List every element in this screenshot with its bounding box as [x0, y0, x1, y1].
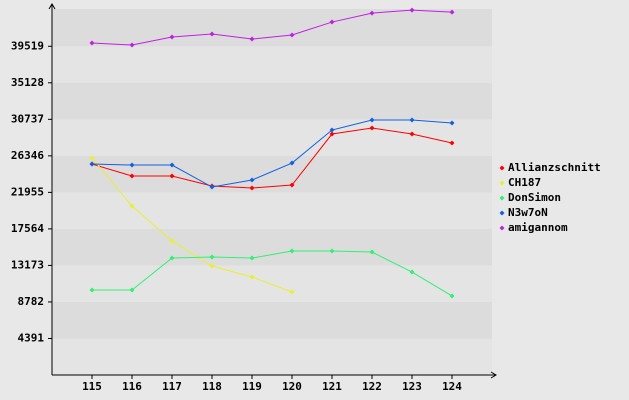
point	[209, 263, 215, 269]
legend-marker	[499, 225, 505, 231]
band	[52, 192, 492, 229]
x-arrow	[490, 371, 497, 379]
y-tick-label: 26346	[11, 149, 44, 162]
y-tick-label: 4391	[18, 331, 45, 344]
point	[409, 7, 415, 13]
x-tick-label: 124	[442, 380, 462, 393]
x-tick-label: 121	[322, 380, 342, 393]
point	[449, 9, 455, 15]
band	[52, 119, 492, 156]
point	[129, 42, 135, 48]
x-tick-label: 122	[362, 380, 382, 393]
x-tick-label: 116	[122, 380, 142, 393]
point	[169, 34, 175, 40]
point	[289, 289, 295, 295]
point	[409, 117, 415, 123]
x-tick-label: 115	[82, 380, 102, 393]
y-tick-label: 8782	[18, 295, 45, 308]
y-tick-label: 35128	[11, 76, 44, 89]
plot-bands	[52, 9, 492, 375]
point	[369, 249, 375, 255]
legend-label: DonSimon	[508, 191, 561, 204]
series-line	[91, 9, 453, 46]
y-tick-label: 21955	[11, 185, 44, 198]
legend-label: amigannom	[508, 221, 568, 234]
point	[249, 36, 255, 42]
point	[369, 117, 375, 123]
point	[129, 173, 135, 179]
band	[52, 9, 492, 47]
legend-label: Allianzschnitt	[508, 161, 601, 174]
legend-label: N3w7oN	[508, 206, 548, 219]
y-tick-label: 17564	[11, 222, 44, 235]
band	[52, 46, 492, 83]
point	[409, 131, 415, 137]
y-arrow	[48, 3, 56, 10]
point	[169, 255, 175, 261]
point	[449, 293, 455, 299]
point	[209, 254, 215, 260]
band	[52, 338, 492, 375]
series-line	[91, 119, 453, 188]
x-tick-label: 123	[402, 380, 422, 393]
point	[369, 125, 375, 131]
y-tick-label: 39519	[11, 39, 44, 52]
band	[52, 228, 492, 266]
point	[329, 131, 335, 137]
point	[249, 185, 255, 191]
point	[249, 274, 255, 280]
point	[249, 177, 255, 183]
point	[129, 203, 135, 209]
point	[249, 255, 255, 261]
band	[52, 82, 492, 120]
point	[449, 140, 455, 146]
x-tick-label: 118	[202, 380, 222, 393]
y-tick-label: 13173	[11, 258, 44, 271]
point	[169, 173, 175, 179]
point	[329, 19, 335, 25]
point	[289, 32, 295, 38]
legend-marker	[499, 165, 505, 171]
x-tick-label: 120	[282, 380, 302, 393]
point	[329, 127, 335, 133]
legend-marker	[499, 210, 505, 216]
legend-marker	[499, 180, 505, 186]
band	[52, 265, 492, 302]
point	[209, 31, 215, 37]
series-line	[92, 250, 453, 297]
point	[129, 162, 135, 168]
series-line	[91, 127, 453, 189]
point	[89, 287, 95, 293]
point	[369, 10, 375, 16]
band	[52, 301, 492, 339]
point	[169, 238, 175, 244]
point	[169, 162, 175, 168]
point	[289, 182, 295, 188]
point	[89, 155, 95, 161]
legend-marker	[499, 195, 505, 201]
point	[209, 184, 215, 190]
point	[129, 287, 135, 293]
point	[89, 161, 95, 167]
point	[449, 120, 455, 126]
series-line	[91, 157, 293, 293]
x-tick-label: 117	[162, 380, 182, 393]
y-tick-label: 30737	[11, 112, 44, 125]
point	[409, 269, 415, 275]
point	[329, 248, 335, 254]
legend-label: CH187	[508, 176, 541, 189]
point	[289, 248, 295, 254]
point	[89, 40, 95, 46]
point	[289, 160, 295, 166]
x-tick-label: 119	[242, 380, 262, 393]
